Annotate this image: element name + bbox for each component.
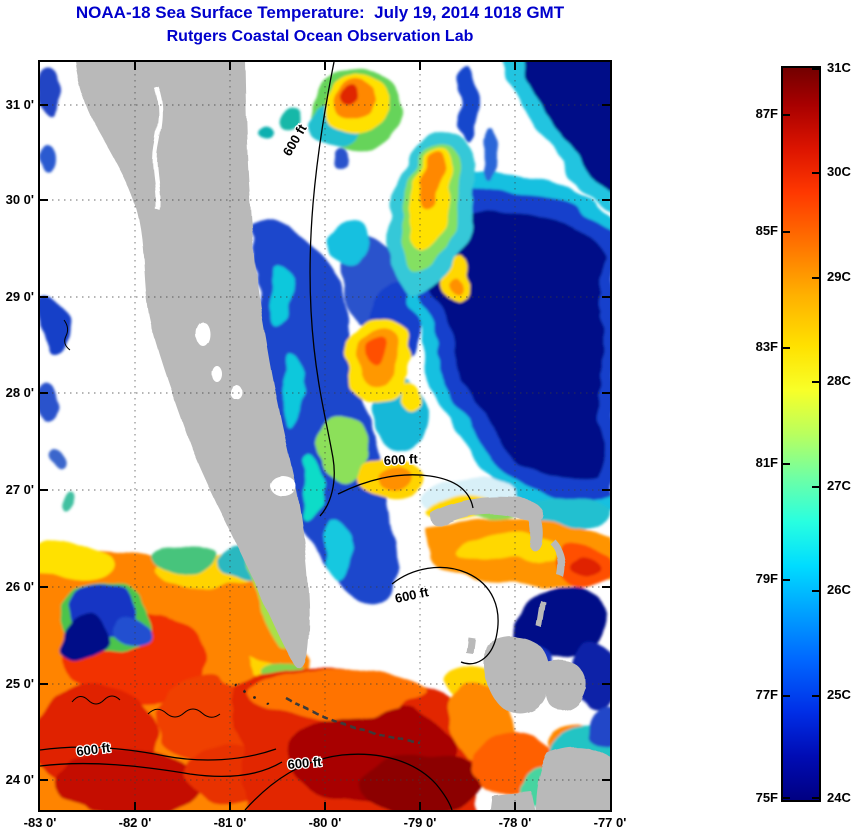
colorbar-fahrenheit-label: 77F [755,687,778,702]
colorbar-gradient [781,66,821,802]
y-axis-tick-label: 25 0' [5,676,34,691]
x-axis-tick-label: -83 0' [23,815,57,830]
figure-title: NOAA-18 Sea Surface Temperature: July 19… [75,3,565,22]
colorbar-tick [783,797,790,799]
florida-keys [285,696,421,745]
colorbar-fahrenheit-label: 85F [755,223,778,238]
colorbar-celsius-label: 30C [827,164,851,179]
colorbar-tick [783,114,790,116]
st-johns-river [152,86,163,211]
colorbar-fahrenheit-label: 75F [755,790,778,805]
colorbar-celsius-label: 26C [827,582,851,597]
colorbar-celsius-label: 25C [827,687,851,702]
colorbar-tick [783,463,790,465]
colorbar-tick [812,277,819,279]
contour-label-600ft: 600 ft [383,451,418,468]
y-axis-tick-label: 31 0' [5,97,34,112]
colorbar-tick [812,590,819,592]
colorbar-celsius-label: 29C [827,269,851,284]
colorbar-tick [812,695,819,697]
colorbar-tick [812,172,819,174]
sst-map-image: 600 ft 600 ft 600 ft 600 ft 600 ft [40,62,610,810]
colorbar-tick [812,797,819,799]
y-axis-tick-label: 30 0' [5,192,34,207]
colorbar-tick [783,231,790,233]
y-axis-tick-label: 24 0' [5,772,34,787]
colorbar-fahrenheit-label: 79F [755,571,778,586]
axis-ticks [40,62,610,810]
y-axis-tick-label: 29 0' [5,289,34,304]
colorbar-fahrenheit-label: 83F [755,339,778,354]
map-frame: 600 ft 600 ft 600 ft 600 ft 600 ft [38,60,612,812]
lake-okeechobee [270,476,296,496]
graticule [40,62,610,810]
x-axis-tick-label: -82 0' [118,815,152,830]
colorbar-celsius-label: 31C [827,60,851,75]
cuba-coast [536,747,610,810]
little-bahama-bank [430,496,544,527]
colorbar-celsius-label: 28C [827,373,851,388]
colorbar-tick [812,68,819,70]
y-axis-tick-label: 27 0' [5,482,34,497]
figure-subtitle: Rutgers Coastal Ocean Observation Lab [166,28,474,45]
colorbar-tick [812,381,819,383]
colorbar-celsius-label: 24C [827,790,851,805]
contour-label-600ft: 600 ft [287,754,323,772]
depth-contours [40,62,499,810]
colorbar-tick [783,695,790,697]
colorbar-fahrenheit-label: 87F [755,106,778,121]
colorbar-tick [783,347,790,349]
land-layer [75,62,610,810]
x-axis-tick-label: -81 0' [213,815,247,830]
x-axis-tick-label: -78 0' [498,815,532,830]
y-axis-tick-label: 26 0' [5,579,34,594]
x-axis-tick-label: -80 0' [308,815,342,830]
contour-label-600ft: 600 ft [76,740,112,759]
x-axis-tick-label: -79 0' [403,815,437,830]
x-axis-tick-label: -77 0' [593,815,627,830]
colorbar-celsius-label: 27C [827,478,851,493]
colorbar-tick [812,486,819,488]
florida-landmass [75,62,310,669]
great-bahama-bank [484,637,550,714]
y-axis-tick-label: 28 0' [5,385,34,400]
colorbar-tick [783,579,790,581]
colorbar-fahrenheit-label: 81F [755,455,778,470]
